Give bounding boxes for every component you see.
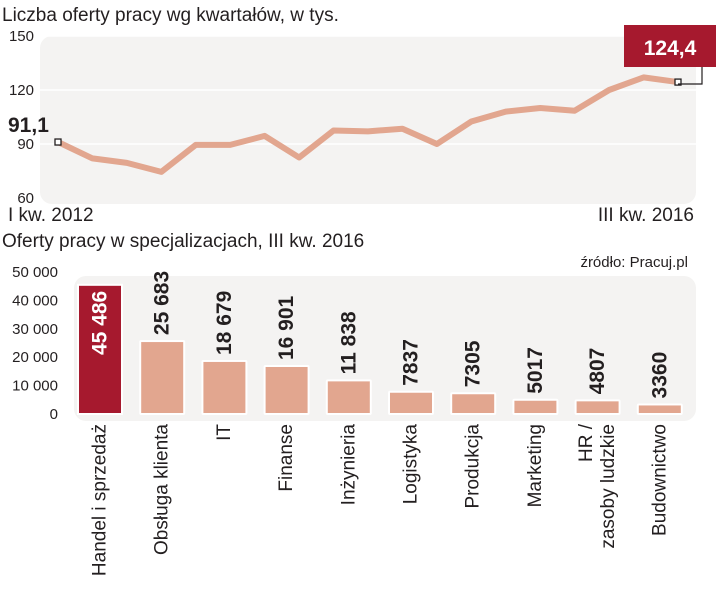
bar-value-label: 4807 bbox=[586, 348, 609, 395]
bar bbox=[638, 405, 681, 413]
bar bbox=[203, 361, 246, 413]
bar-value-label: 25 683 bbox=[151, 271, 174, 335]
bar bbox=[77, 283, 123, 415]
bar-value-label: 45 486 bbox=[89, 291, 112, 355]
line-y-tick-label: 150 bbox=[9, 28, 34, 45]
x-start-label: I kw. 2012 bbox=[8, 205, 94, 226]
line-series bbox=[55, 74, 681, 175]
bar-value-label: 11 838 bbox=[337, 311, 360, 374]
source-label: źródło: Pracuj.pl bbox=[580, 254, 688, 271]
bar-y-tick-label: 10 000 bbox=[12, 378, 58, 395]
bar bbox=[390, 392, 432, 413]
specialization-bar-chart: Oferty pracy w specjalizacjach, III kw. … bbox=[2, 231, 696, 576]
line-y-tick-label: 90 bbox=[17, 136, 34, 153]
line-chart-title: Liczba oferty pracy wg kwartałów, w tys. bbox=[2, 5, 339, 26]
bar-category-label: Budownictwo bbox=[649, 424, 670, 536]
line-chart-panel bbox=[40, 36, 696, 204]
bar-value-label: 3360 bbox=[648, 352, 671, 399]
bar-category-label: Inżynieria bbox=[338, 424, 359, 506]
bar-y-tick-label: 0 bbox=[50, 406, 58, 423]
bar-y-tick-label: 50 000 bbox=[12, 264, 58, 281]
bar-category-label: IT bbox=[214, 424, 235, 441]
bar bbox=[514, 400, 557, 413]
last-value-box bbox=[624, 25, 716, 67]
x-end-label: III kw. 2016 bbox=[598, 205, 694, 226]
bar bbox=[576, 401, 619, 413]
last-value-callout: 124,4 bbox=[624, 25, 716, 85]
bar-category-label: zasoby ludzkie bbox=[598, 424, 619, 549]
bar-category-label: Produkcja bbox=[463, 424, 484, 509]
bar-chart-title: Oferty pracy w specjalizacjach, III kw. … bbox=[2, 231, 364, 252]
line-y-tick-label: 120 bbox=[9, 82, 34, 99]
line-y-tick-label: 60 bbox=[17, 190, 34, 207]
bar-value-label: 7837 bbox=[400, 339, 423, 386]
bar-category-label: HR / bbox=[576, 423, 597, 462]
callout-leader bbox=[678, 67, 703, 85]
last-value-label: 124,4 bbox=[644, 37, 697, 60]
bar-value-label: 16 901 bbox=[275, 295, 298, 360]
bar-category-label: Marketing bbox=[525, 424, 546, 507]
bar bbox=[327, 381, 370, 413]
bar bbox=[452, 394, 495, 413]
first-value-label: 91,1 bbox=[8, 114, 49, 137]
bar-value-label: 7305 bbox=[462, 340, 485, 387]
bar-category-label: Finanse bbox=[276, 424, 297, 492]
line-point-marker bbox=[54, 138, 62, 146]
bar bbox=[141, 342, 184, 413]
bar-category-label: Obsługa klienta bbox=[152, 424, 173, 555]
bar-category-label: Logistyka bbox=[401, 424, 422, 505]
line-point-marker bbox=[674, 78, 682, 86]
bar-value-label: 18 679 bbox=[213, 291, 236, 355]
quarterly-offers-line-chart: Liczba oferty pracy wg kwartałów, w tys.… bbox=[2, 5, 716, 226]
bar-y-tick-label: 20 000 bbox=[12, 349, 58, 366]
bar-y-tick-label: 30 000 bbox=[12, 321, 58, 338]
bar-y-tick-label: 40 000 bbox=[12, 292, 58, 309]
bar bbox=[265, 367, 308, 413]
bar-value-label: 5017 bbox=[524, 347, 547, 394]
bar-category-label: Handel i sprzedaż bbox=[90, 424, 111, 576]
